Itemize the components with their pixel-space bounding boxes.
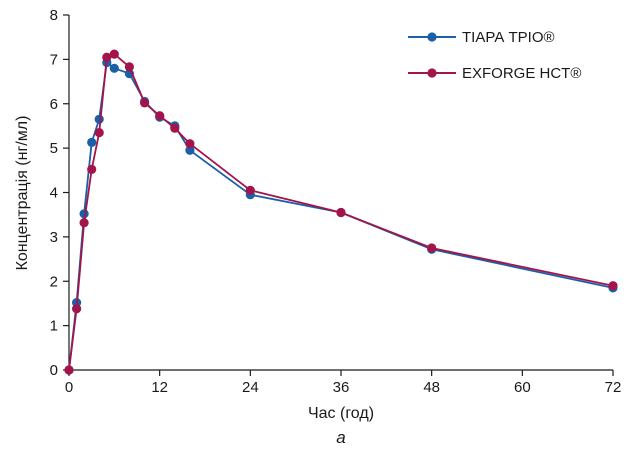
data-point bbox=[64, 365, 74, 375]
y-tick-label: 6 bbox=[50, 96, 58, 113]
data-point bbox=[87, 164, 97, 174]
data-point bbox=[155, 111, 165, 121]
x-tick-label: 12 bbox=[151, 379, 168, 396]
y-tick-label: 4 bbox=[50, 185, 58, 202]
x-tick-label: 0 bbox=[65, 379, 73, 396]
x-tick-label: 48 bbox=[423, 379, 440, 396]
y-tick-label: 2 bbox=[50, 273, 58, 290]
series-1 bbox=[64, 49, 618, 375]
x-axis-title: Час (год) bbox=[308, 405, 374, 422]
data-point bbox=[124, 62, 134, 72]
legend: ТІАРА ТРІО® EXFORGE HCT® bbox=[408, 29, 581, 82]
data-point bbox=[185, 139, 195, 149]
data-point bbox=[608, 281, 618, 291]
data-point bbox=[79, 218, 89, 228]
data-point bbox=[170, 123, 180, 133]
legend-label-exforge: EXFORGE HCT® bbox=[462, 65, 581, 82]
x-tick-label: 60 bbox=[514, 379, 531, 396]
data-point bbox=[245, 185, 255, 195]
y-tick-label: 7 bbox=[50, 51, 58, 68]
x-tick-label: 24 bbox=[242, 379, 259, 396]
series-line bbox=[68, 61, 614, 371]
data-point bbox=[109, 63, 119, 73]
legend-marker-tiara bbox=[427, 32, 437, 42]
y-tick-label: 1 bbox=[50, 318, 58, 335]
y-tick-label: 8 bbox=[50, 7, 58, 24]
data-point bbox=[94, 128, 104, 138]
x-axis-ticks: 0 12 24 36 48 60 72 bbox=[65, 370, 622, 396]
data-point bbox=[94, 114, 104, 124]
data-point bbox=[109, 49, 119, 59]
legend-label-tiara: ТІАРА ТРІО® bbox=[462, 29, 555, 46]
y-tick-label: 5 bbox=[50, 140, 58, 157]
y-tick-label: 0 bbox=[50, 362, 58, 379]
x-tick-label: 36 bbox=[333, 379, 350, 396]
data-point bbox=[87, 137, 97, 147]
legend-marker-exforge bbox=[427, 68, 437, 78]
series-line bbox=[68, 53, 614, 371]
y-axis-ticks: 0 1 2 3 4 5 6 7 8 bbox=[50, 7, 69, 379]
data-point bbox=[72, 304, 82, 314]
series-layer bbox=[64, 49, 618, 375]
data-point bbox=[427, 243, 437, 253]
data-point bbox=[140, 98, 150, 108]
y-axis-title: Концентрація (нг/мл) bbox=[14, 116, 31, 271]
figure-caption: а bbox=[336, 428, 345, 447]
data-point bbox=[336, 207, 346, 218]
data-point bbox=[102, 52, 112, 62]
data-point bbox=[185, 145, 195, 155]
y-tick-label: 3 bbox=[50, 229, 58, 246]
x-tick-label: 72 bbox=[605, 379, 622, 396]
